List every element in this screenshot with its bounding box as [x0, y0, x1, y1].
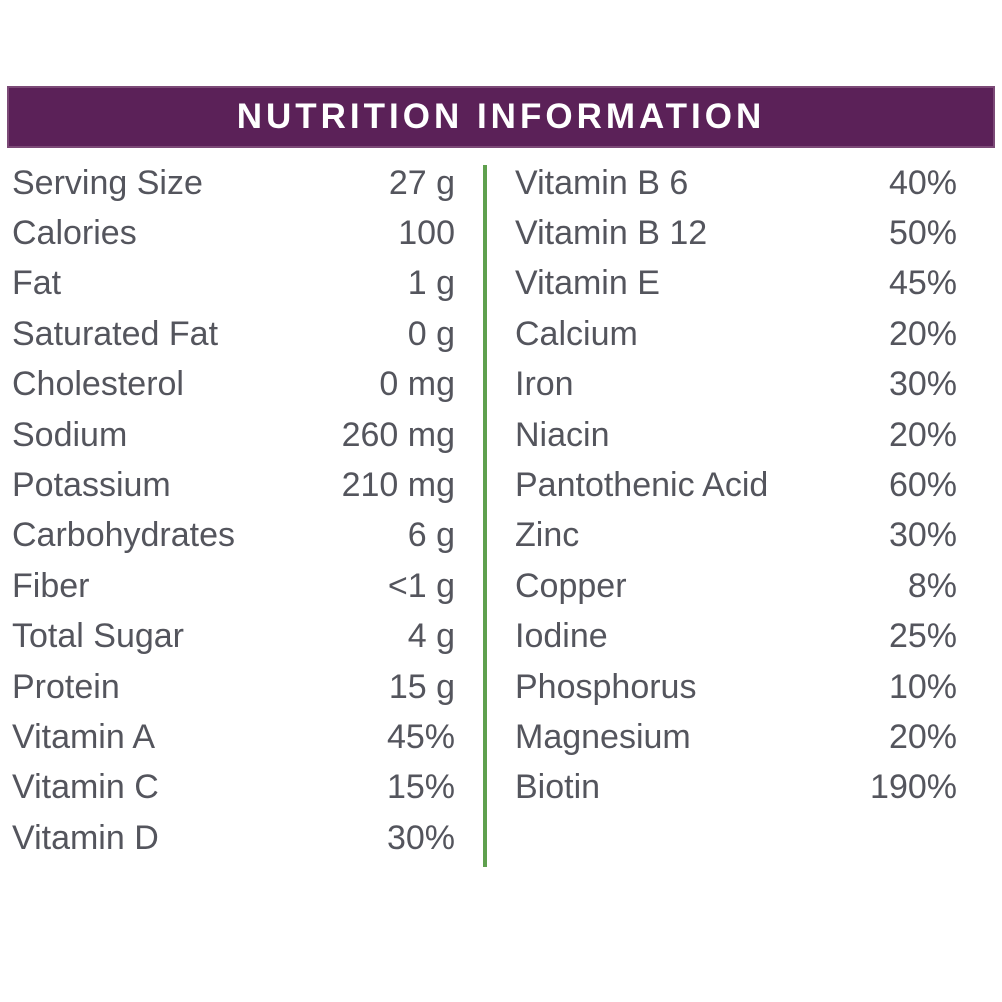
table-row: Vitamin D 30% [12, 813, 455, 863]
table-row: Copper 8% [515, 561, 957, 611]
table-row: Vitamin E 45% [515, 259, 957, 309]
nutrient-value: 45% [386, 717, 455, 756]
table-row: Potassium 210 mg [12, 460, 455, 510]
nutrient-name: Potassium [12, 466, 171, 505]
nutrient-name: Vitamin A [12, 717, 156, 756]
nutrient-name: Vitamin C [12, 768, 159, 807]
nutrient-value: 100 [398, 214, 455, 253]
table-row: Vitamin B 6 40% [515, 158, 957, 208]
nutrient-name: Serving Size [12, 163, 203, 202]
nutrient-name: Total Sugar [12, 617, 184, 656]
header-bar: NUTRITION INFORMATION [7, 86, 995, 148]
nutrient-name: Magnesium [515, 717, 691, 756]
table-row: Fat 1 g [12, 259, 455, 309]
nutrient-name: Niacin [515, 415, 610, 454]
table-row: Phosphorus 10% [515, 662, 957, 712]
nutrient-name: Vitamin E [515, 264, 660, 303]
nutrient-value: 50% [888, 214, 957, 253]
nutrient-value: 0 g [407, 314, 455, 353]
nutrient-name: Iodine [515, 617, 608, 656]
nutrient-value: 20% [888, 415, 957, 454]
table-row: Cholesterol 0 mg [12, 360, 455, 410]
nutrient-name: Calories [12, 214, 137, 253]
nutrient-name: Saturated Fat [12, 314, 219, 353]
table-row: Fiber <1 g [12, 561, 455, 611]
column-divider [483, 165, 487, 867]
nutrient-name: Calcium [515, 314, 638, 353]
nutrient-name: Cholesterol [12, 365, 184, 404]
nutrient-name: Protein [12, 667, 120, 706]
nutrient-value: 30% [888, 516, 957, 555]
nutrient-value: 6 g [407, 516, 455, 555]
table-row: Pantothenic Acid 60% [515, 460, 957, 510]
nutrient-value: 15% [386, 768, 455, 807]
left-column: Serving Size 27 g Calories 100 Fat 1 g Satu… [0, 158, 470, 863]
nutrient-name: Vitamin B 12 [515, 214, 708, 253]
page-title: NUTRITION INFORMATION [236, 97, 766, 136]
nutrient-name: Phosphorus [515, 667, 697, 706]
nutrient-value: 210 mg [341, 466, 455, 505]
table-row: Total Sugar 4 g [12, 612, 455, 662]
nutrient-value: 0 mg [379, 365, 455, 404]
nutrient-value: 190% [870, 768, 957, 807]
table-row: Niacin 20% [515, 410, 957, 460]
nutrient-value: 4 g [407, 617, 455, 656]
nutrient-name: Biotin [515, 768, 601, 807]
nutrient-value: 45% [888, 264, 957, 303]
table-row: Sodium 260 mg [12, 410, 455, 460]
nutrient-value: 20% [888, 314, 957, 353]
table-row: Protein 15 g [12, 662, 455, 712]
nutrition-table: Serving Size 27 g Calories 100 Fat 1 g Satu… [0, 158, 1002, 867]
nutrient-name: Copper [515, 566, 627, 605]
nutrient-value: 260 mg [341, 415, 455, 454]
table-row: Saturated Fat 0 g [12, 309, 455, 359]
table-row: Vitamin A 45% [12, 712, 455, 762]
table-row: Serving Size 27 g [12, 158, 455, 208]
nutrient-name: Fat [12, 264, 62, 303]
nutrient-name: Vitamin B 6 [515, 163, 689, 202]
table-row: Zinc 30% [515, 511, 957, 561]
nutrient-value: 8% [907, 566, 957, 605]
nutrient-value: 25% [888, 617, 957, 656]
nutrient-name: Vitamin D [12, 818, 159, 857]
nutrient-value: 60% [888, 466, 957, 505]
nutrient-name: Pantothenic Acid [515, 466, 769, 505]
table-row: Vitamin C 15% [12, 763, 455, 813]
table-row: Carbohydrates 6 g [12, 511, 455, 561]
right-column: Vitamin B 6 40% Vitamin B 12 50% Vitamin E… [487, 158, 1002, 813]
table-row: Biotin 190% [515, 763, 957, 813]
table-row: Vitamin B 12 50% [515, 208, 957, 258]
table-row: Iron 30% [515, 360, 957, 410]
table-row: Iodine 25% [515, 612, 957, 662]
table-row: Calories 100 [12, 208, 455, 258]
nutrient-name: Fiber [12, 566, 90, 605]
nutrient-name: Iron [515, 365, 574, 404]
nutrient-value: 27 g [388, 163, 455, 202]
nutrient-name: Carbohydrates [12, 516, 236, 555]
table-row: Calcium 20% [515, 309, 957, 359]
table-row: Magnesium 20% [515, 712, 957, 762]
nutrient-value: 30% [888, 365, 957, 404]
nutrient-value: <1 g [387, 566, 455, 605]
nutrient-value: 10% [888, 667, 957, 706]
nutrient-value: 20% [888, 717, 957, 756]
nutrient-value: 15 g [388, 667, 455, 706]
nutrient-value: 40% [888, 163, 957, 202]
nutrient-value: 30% [386, 818, 455, 857]
nutrient-name: Sodium [12, 415, 128, 454]
nutrient-name: Zinc [515, 516, 580, 555]
nutrient-value: 1 g [407, 264, 455, 303]
